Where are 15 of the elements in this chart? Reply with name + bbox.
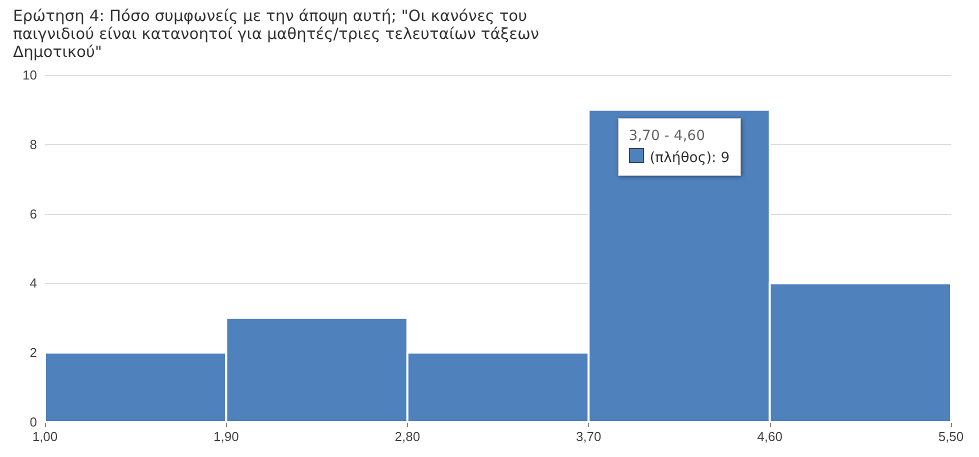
x-tick-label: 1,00 [32,429,58,444]
y-tick-label: 6 [30,206,37,222]
annotation: (πλήθος): 9 [650,150,730,166]
x-tick-label: 1,90 [214,429,239,444]
x-tick-label: 5,50 [938,429,964,444]
annotation: 3,70 - 4,60 [628,128,705,144]
y-tick-label: 8 [30,136,37,152]
x-tick-label: 3,70 [576,429,602,444]
y-tick-label: 2 [30,345,37,360]
x-tick-label: 4,60 [757,429,782,444]
y-tick-label: 0 [30,414,37,430]
chart-title: Ερώτηση 4: Πόσο συμφωνείς με την άποψη αυτή; "Οι κανόνες του παιγνιδιού είναι κατανοητοί για μαθητές/τριες τελευταίων τάξεων Δημοτικού" [13,7,544,61]
x-tick-label: 2,80 [394,429,420,444]
y-tick-label: 4 [30,276,37,291]
y-tick-label: 10 [22,68,37,82]
